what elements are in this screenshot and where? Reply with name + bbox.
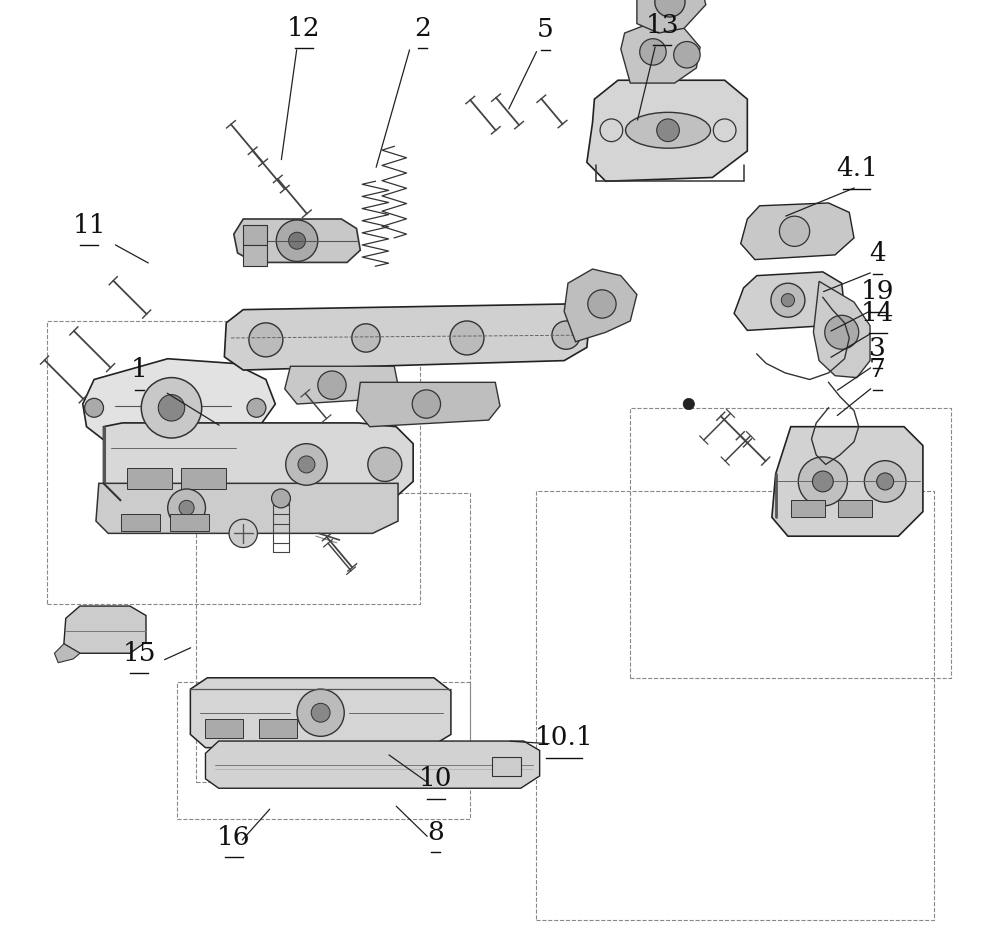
- Polygon shape: [224, 304, 590, 370]
- Bar: [121, 514, 160, 531]
- Circle shape: [229, 519, 257, 548]
- Polygon shape: [587, 80, 747, 181]
- Polygon shape: [564, 269, 637, 342]
- Polygon shape: [54, 644, 80, 663]
- Circle shape: [297, 689, 344, 736]
- Text: 2: 2: [414, 16, 431, 41]
- Circle shape: [683, 398, 694, 410]
- Text: 13: 13: [646, 13, 679, 38]
- Circle shape: [864, 461, 906, 502]
- Polygon shape: [108, 427, 238, 467]
- Circle shape: [674, 42, 700, 68]
- Circle shape: [798, 457, 847, 506]
- Circle shape: [812, 471, 833, 492]
- Text: 8: 8: [427, 820, 444, 845]
- Circle shape: [779, 216, 810, 246]
- Polygon shape: [621, 24, 700, 83]
- Bar: [127, 468, 172, 489]
- Circle shape: [311, 703, 330, 722]
- Polygon shape: [96, 483, 398, 533]
- Text: 5: 5: [537, 18, 554, 42]
- Text: 12: 12: [287, 16, 320, 41]
- Bar: [492, 757, 521, 776]
- Ellipse shape: [626, 112, 711, 148]
- Circle shape: [352, 324, 380, 352]
- Circle shape: [276, 220, 318, 261]
- Bar: [181, 468, 226, 489]
- Circle shape: [640, 39, 666, 65]
- Polygon shape: [741, 203, 854, 260]
- Circle shape: [289, 232, 306, 249]
- Polygon shape: [285, 366, 398, 404]
- Circle shape: [249, 323, 283, 357]
- Text: 3: 3: [869, 336, 886, 361]
- Circle shape: [298, 456, 315, 473]
- Bar: [791, 500, 825, 517]
- Circle shape: [781, 294, 795, 307]
- Text: 10: 10: [419, 767, 453, 791]
- Text: 15: 15: [123, 641, 156, 666]
- Polygon shape: [772, 427, 923, 536]
- Circle shape: [168, 489, 205, 527]
- Circle shape: [825, 315, 859, 349]
- Polygon shape: [64, 606, 146, 653]
- Circle shape: [368, 447, 402, 481]
- Text: 11: 11: [73, 213, 106, 238]
- Text: 4: 4: [869, 242, 886, 266]
- Text: 14: 14: [861, 301, 894, 326]
- Circle shape: [141, 378, 202, 438]
- Polygon shape: [734, 272, 845, 330]
- Circle shape: [179, 500, 194, 515]
- Bar: [170, 514, 209, 531]
- Bar: [205, 719, 243, 738]
- Polygon shape: [104, 423, 413, 508]
- Text: 7: 7: [869, 358, 886, 382]
- Polygon shape: [205, 741, 540, 788]
- Text: 10.1: 10.1: [535, 726, 594, 750]
- Circle shape: [552, 321, 580, 349]
- Circle shape: [588, 290, 616, 318]
- Circle shape: [412, 390, 441, 418]
- Bar: [243, 245, 267, 266]
- Circle shape: [877, 473, 894, 490]
- Circle shape: [771, 283, 805, 317]
- Text: 19: 19: [861, 279, 894, 304]
- Circle shape: [318, 371, 346, 399]
- Bar: [259, 719, 297, 738]
- Circle shape: [247, 398, 266, 417]
- Polygon shape: [637, 0, 706, 33]
- Text: 16: 16: [217, 825, 251, 850]
- Circle shape: [272, 489, 290, 508]
- Circle shape: [286, 444, 327, 485]
- Bar: [838, 500, 872, 517]
- Circle shape: [655, 0, 685, 17]
- Polygon shape: [83, 359, 275, 451]
- Circle shape: [85, 398, 104, 417]
- Polygon shape: [357, 382, 500, 427]
- Circle shape: [158, 395, 185, 421]
- Text: 1: 1: [131, 358, 148, 382]
- Circle shape: [450, 321, 484, 355]
- Polygon shape: [813, 281, 870, 378]
- Polygon shape: [190, 678, 451, 748]
- Bar: [243, 225, 267, 245]
- Circle shape: [657, 119, 679, 142]
- Text: 4.1: 4.1: [836, 157, 878, 181]
- Polygon shape: [234, 219, 360, 262]
